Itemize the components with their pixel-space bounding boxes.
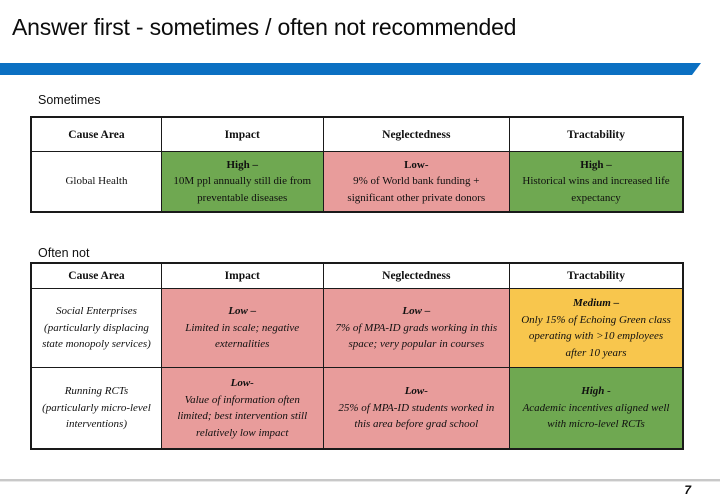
tractability-cell: High - Academic incentives aligned well … xyxy=(509,367,684,450)
column-header-neglectedness: Neglectedness xyxy=(322,262,511,289)
title-accent-bar xyxy=(0,63,701,75)
cell-detail-text: Only 15% of Echoing Green class operatin… xyxy=(521,313,671,359)
cause-cell: Running RCTs (particularly micro-level i… xyxy=(30,367,162,450)
column-header-impact: Impact xyxy=(160,116,324,152)
table-header-row: Cause Area Impact Neglectedness Tractabi… xyxy=(30,116,684,152)
table-label-often-not: Often not xyxy=(38,246,90,260)
rating-text: Low- xyxy=(230,377,254,389)
cause-cell: Global Health xyxy=(30,151,162,213)
page-number: 7 xyxy=(684,483,691,497)
neglectedness-cell: Low – 7% of MPA-ID grads working in this… xyxy=(322,288,511,368)
neglectedness-cell: Low- 25% of MPA-ID students worked in th… xyxy=(322,367,511,450)
neglectedness-cell: Low- 9% of World bank funding + signific… xyxy=(322,151,511,213)
rating-text: High – xyxy=(580,158,612,171)
rating-text: Medium – xyxy=(572,297,620,309)
page-title: Answer first - sometimes / often not rec… xyxy=(12,14,517,40)
rating-text: Low – xyxy=(228,305,257,318)
cell-detail-text: Value of information often limited; best… xyxy=(177,393,308,439)
impact-cell: High – 10M ppl annually still die from p… xyxy=(160,151,324,213)
column-header-cause-area: Cause Area xyxy=(30,262,162,289)
rating-text: Low – xyxy=(402,305,431,318)
footer-divider xyxy=(0,479,720,482)
rating-text: High - xyxy=(581,385,611,398)
impact-cell: Low- Value of information often limited;… xyxy=(160,367,324,450)
cell-detail-text: Academic incentives aligned well with mi… xyxy=(522,401,670,431)
impact-cell: Low – Limited in scale; negative externa… xyxy=(160,288,324,368)
cause-cell: Social Enterprises (particularly displac… xyxy=(30,288,162,368)
cell-detail-text: 9% of World bank funding + significant o… xyxy=(347,175,486,204)
column-header-impact: Impact xyxy=(160,262,324,289)
cell-detail-text: 25% of MPA-ID students worked in this ar… xyxy=(338,401,495,431)
cell-detail-text: Historical wins and increased life expec… xyxy=(522,175,670,204)
table-label-sometimes: Sometimes xyxy=(38,93,101,107)
tractability-cell: High – Historical wins and increased lif… xyxy=(509,151,684,213)
tractability-cell: Medium – Only 15% of Echoing Green class… xyxy=(509,288,684,368)
column-header-cause-area: Cause Area xyxy=(30,116,162,152)
often-not-table: Cause Area Impact Neglectedness Tractabi… xyxy=(30,262,684,450)
table-row: Global Health High – 10M ppl annually st… xyxy=(30,151,684,213)
column-header-tractability: Tractability xyxy=(509,116,684,152)
cell-detail-text: 7% of MPA-ID grads working in this space… xyxy=(335,321,498,351)
column-header-neglectedness: Neglectedness xyxy=(322,116,511,152)
cell-detail-text: 10M ppl annually still die from preventa… xyxy=(173,175,312,204)
table-row: Running RCTs (particularly micro-level i… xyxy=(30,367,684,450)
table-header-row: Cause Area Impact Neglectedness Tractabi… xyxy=(30,262,684,289)
rating-text: Low- xyxy=(404,385,428,398)
cell-detail-text: Limited in scale; negative externalities xyxy=(185,321,300,351)
sometimes-table: Cause Area Impact Neglectedness Tractabi… xyxy=(30,116,684,213)
table-row: Social Enterprises (particularly displac… xyxy=(30,288,684,368)
column-header-tractability: Tractability xyxy=(509,262,684,289)
rating-text: Low- xyxy=(404,158,429,171)
rating-text: High – xyxy=(226,158,258,171)
